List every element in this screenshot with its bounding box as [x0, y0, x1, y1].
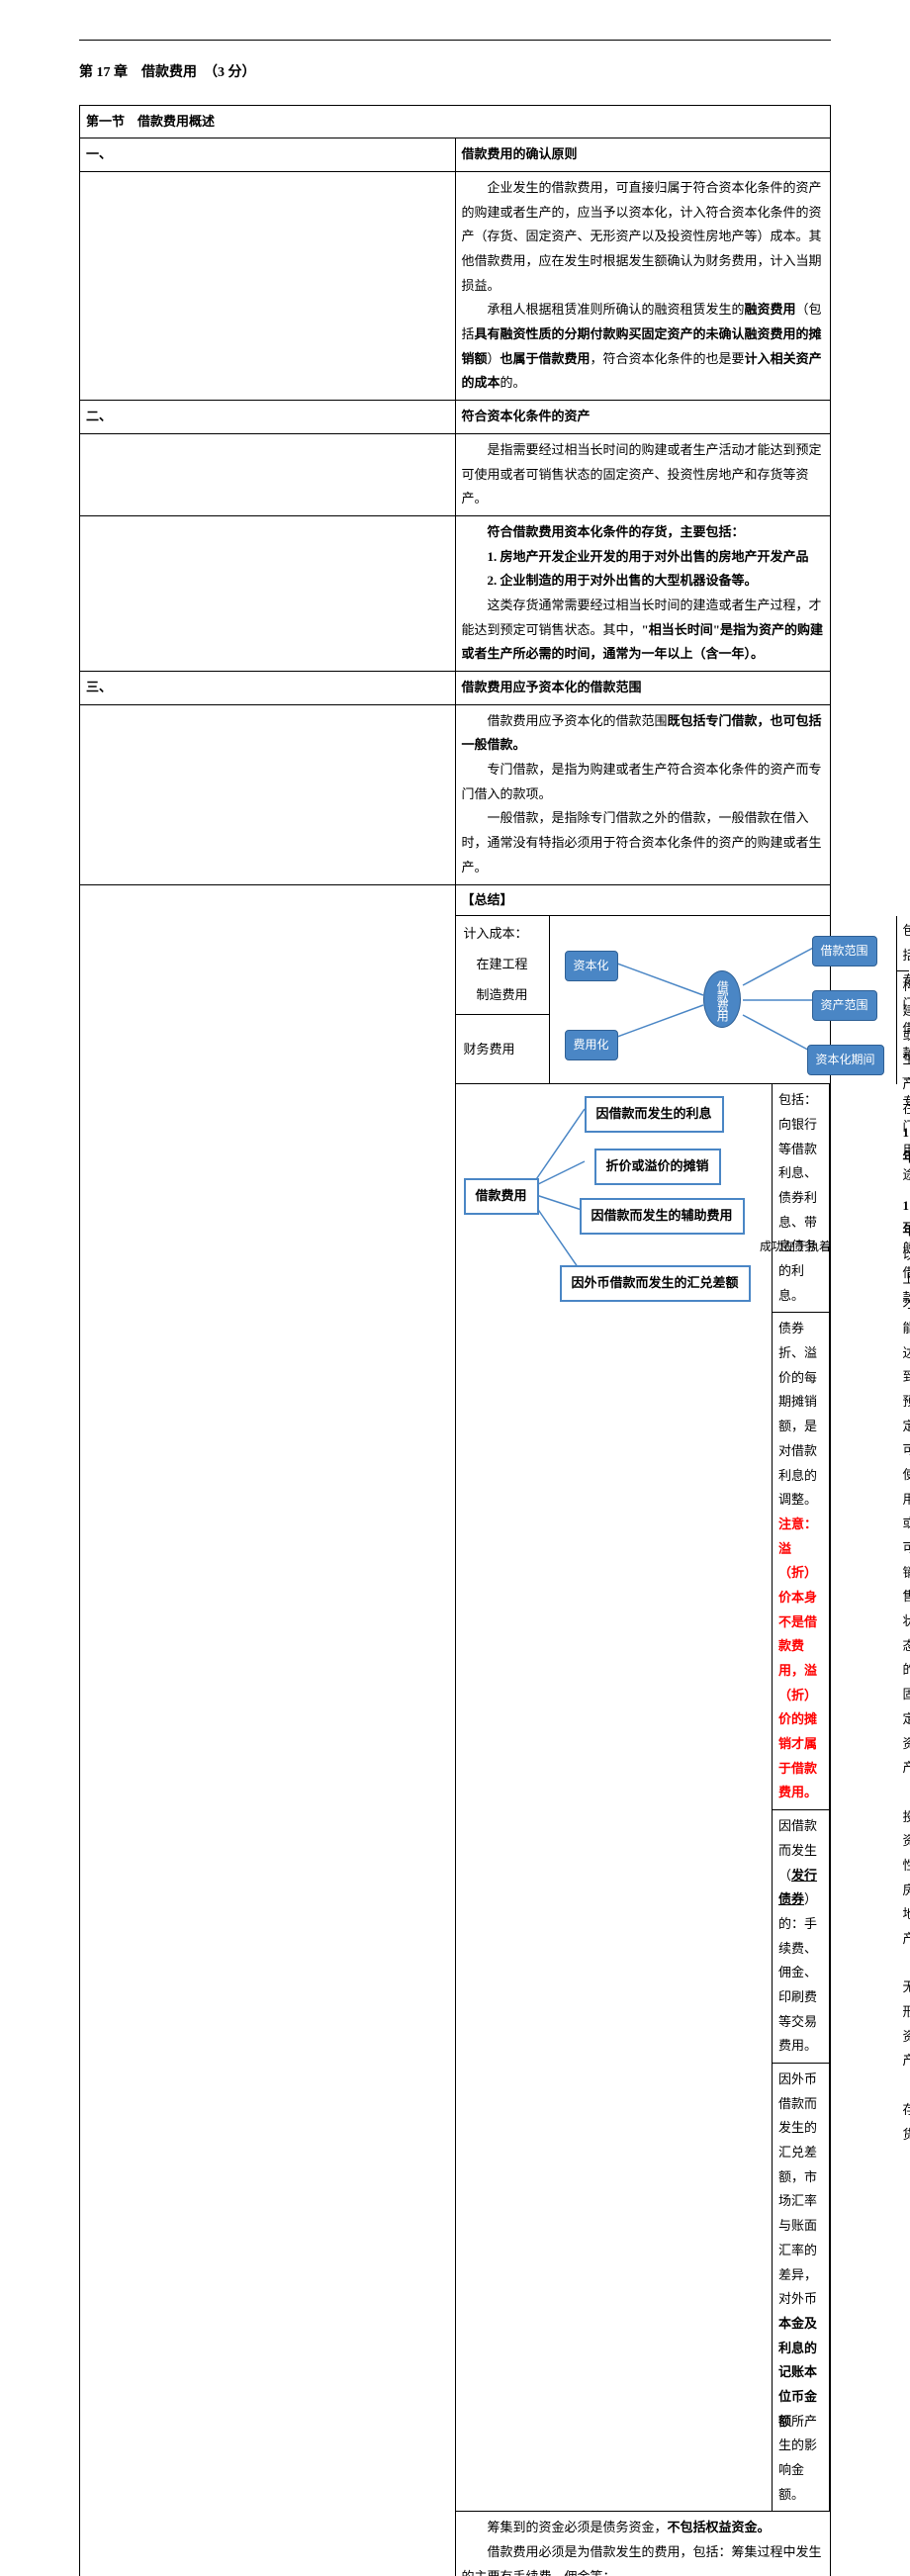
- chapter-title: 第 17 章 借款费用 （3 分）: [79, 60, 831, 87]
- d1-mid: 资本化 费用化 借款费用 借款范围 资产范围 资本化期间: [550, 916, 896, 1084]
- d1-lt-2: 制造费用: [460, 980, 545, 1011]
- p1b-5: ）: [488, 351, 500, 366]
- d2-r2a: 债券折、溢价的每期摊销额，是对借款利息的调整。: [778, 1321, 817, 1507]
- blank: [80, 433, 456, 515]
- d2-b2: 折价或溢价的摊销: [594, 1149, 721, 1185]
- d2-r3c: ）的：手续费、佣金、印刷费等交易费用。: [778, 1891, 817, 2053]
- p1b-6: 也属于借款费用: [500, 351, 591, 366]
- p1b-1: 承租人根据租赁准则所确认的融资租赁发生的: [488, 302, 745, 317]
- d1-cap: 资本化: [565, 951, 618, 981]
- d1-rb-1c: 以上，才能达到预定可使用或可销售状态的：固定资产: [903, 1247, 910, 1775]
- d1-r2: 资产范围: [812, 990, 877, 1021]
- d1-exp: 费用化: [565, 1030, 618, 1060]
- p3a: 借款费用应予资本化的借款范围既包括专门借款，也可包括一般借款。: [462, 709, 825, 758]
- d1-right-top: 包括：专门借款——专门用途 一般借款: [897, 916, 909, 971]
- blank: [80, 884, 456, 2576]
- tail-2: 借款费用必须是为借款发生的费用，包括：筹集过程中发生的主要有手续费、佣金等；: [462, 2540, 825, 2576]
- d2-r4b: 本金及利息的记账本位币金额: [778, 2316, 817, 2429]
- d2-r4: 因外币借款而发生的汇兑差额，市场汇率与账面汇率的差异，对外币本金及利息的记账本位…: [773, 2064, 830, 2512]
- h1-title: 借款费用的确认原则: [455, 138, 831, 172]
- p2b: 符合借款费用资本化条件的存货，主要包括：: [462, 520, 825, 545]
- p3a-1: 借款费用应予资本化的借款范围: [488, 713, 668, 728]
- p2a: 是指需要经过相当长时间的购建或者生产活动才能达到预定可使用或者可销售状态的固定资…: [462, 438, 825, 511]
- footer: 成功在于执着: [760, 1236, 831, 1258]
- h1-num: 一、: [80, 138, 456, 172]
- top-rule: [79, 40, 831, 41]
- diagram1: 计入成本： 在建工程 制造费用 财务费用: [456, 916, 831, 1084]
- d1-center-text: 借款费用: [714, 977, 730, 1023]
- d1-r3: 资本化期间: [807, 1045, 884, 1075]
- p1a: 企业发生的借款费用，可直接归属于符合资本化条件的资产的购建或者生产的，应当予以资…: [462, 176, 825, 298]
- sec1-body: 企业发生的借款费用，可直接归属于符合资本化条件的资产的购建或者生产的，应当予以资…: [455, 171, 831, 400]
- d1-left-top: 计入成本： 在建工程 制造费用: [456, 916, 549, 1015]
- d2-r1: 包括：向银行等借款利息、债券利息、带息债务的利息。: [773, 1084, 830, 1313]
- tail-block: 筹集到的资金必须是债务资金，不包括权益资金。 借款费用必须是为借款发生的费用，包…: [456, 2512, 831, 2576]
- p1b: 承租人根据租赁准则所确认的融资租赁发生的融资费用（包括具有融资性质的分期付款购买…: [462, 298, 825, 396]
- summary-cell: 【总结】 计入成本： 在建工程 制造费用 财务费用: [455, 884, 831, 2576]
- d2-r2b: 注意：溢（折）价本身不是借款费用，溢（折）价的摊销才属于借款费用。: [778, 1517, 817, 1800]
- p1b-7: ，符合资本化条件的也是要: [591, 351, 745, 366]
- d1-lt-0: 计入成本：: [460, 919, 545, 950]
- d1-leftcol: 计入成本： 在建工程 制造费用 财务费用: [456, 916, 550, 1084]
- h3-num: 三、: [80, 672, 456, 705]
- p2c: 1. 房地产开发企业开发的用于对外出售的房地产开发产品: [462, 545, 825, 570]
- p2-list: 符合借款费用资本化条件的存货，主要包括： 1. 房地产开发企业开发的用于对外出售…: [455, 515, 831, 671]
- summary-label: 【总结】: [456, 885, 831, 917]
- d1-lt-1: 在建工程: [460, 950, 545, 980]
- main-table: 第一节 借款费用概述 一、 借款费用的确认原则 企业发生的借款费用，可直接归属于…: [79, 105, 831, 2576]
- p3c: 一般借款，是指除专门借款之外的借款，一般借款在借入时，通常没有特指必须用于符合资…: [462, 806, 825, 879]
- d2-r3: 因借款而发生（发行债券）的：手续费、佣金、印刷费等交易费用。: [773, 1810, 830, 2064]
- d1-lb: 财务费用: [460, 1018, 545, 1065]
- p2e: 这类存货通常需要经过相当长时间的建造或者生产过程，才能达到预定可销售状态。其中，…: [462, 594, 825, 667]
- sec3-body: 借款费用应予资本化的借款范围既包括专门借款，也可包括一般借款。 专门借款，是指为…: [455, 704, 831, 884]
- p3b: 专门借款，是指为购建或者生产符合资本化条件的资产而专门借入的款项。: [462, 758, 825, 806]
- d2-source: 借款费用: [464, 1178, 539, 1215]
- section1-title: 第一节 借款费用概述: [80, 105, 831, 138]
- t1a: 筹集到的资金必须是债务资金，: [488, 2520, 668, 2534]
- t1b: 不包括权益资金。: [668, 2520, 771, 2534]
- d2-b4: 因外币借款而发生的汇兑差额: [560, 1265, 751, 1302]
- d1-right: 包括：专门借款——专门用途 一般借款 构建或生产在 1 年（含 1 年）以上，才…: [896, 916, 897, 1084]
- p2d: 2. 企业制造的用于对外出售的大型机器设备等。: [462, 569, 825, 594]
- d1-left-bot: 财务费用: [456, 1015, 549, 1084]
- tail-1: 筹集到的资金必须是债务资金，不包括权益资金。: [462, 2516, 825, 2540]
- h3-title: 借款费用应予资本化的借款范围: [455, 672, 831, 705]
- blank: [80, 171, 456, 400]
- d2-b3: 因借款而发生的辅助费用: [580, 1198, 745, 1235]
- d2-b1: 因借款而发生的利息: [585, 1096, 724, 1133]
- h2-title: 符合资本化条件的资产: [455, 401, 831, 434]
- blank: [80, 704, 456, 884]
- d1-center: 借款费用: [703, 970, 741, 1028]
- p1b-2: 融资费用: [745, 302, 796, 317]
- d1-r1: 借款范围: [812, 936, 877, 966]
- d2-leftcell: 借款费用 因借款而发生的利息 折价或溢价的摊销 因借款而发生的辅助费用 因外币借…: [456, 1084, 773, 2512]
- diagram2-table: 借款费用 因借款而发生的利息 折价或溢价的摊销 因借款而发生的辅助费用 因外币借…: [456, 1084, 831, 2512]
- d2-r4a: 因外币借款而发生的汇兑差额，市场汇率与账面汇率的差异，对外币: [778, 2071, 817, 2306]
- p2a-cell: 是指需要经过相当长时间的购建或者生产活动才能达到预定可使用或者可销售状态的固定资…: [455, 433, 831, 515]
- h2-num: 二、: [80, 401, 456, 434]
- blank: [80, 515, 456, 671]
- d2-r2: 债券折、溢价的每期摊销额，是对借款利息的调整。注意：溢（折）价本身不是借款费用，…: [773, 1313, 830, 1810]
- p1b-9: 的。: [500, 375, 526, 390]
